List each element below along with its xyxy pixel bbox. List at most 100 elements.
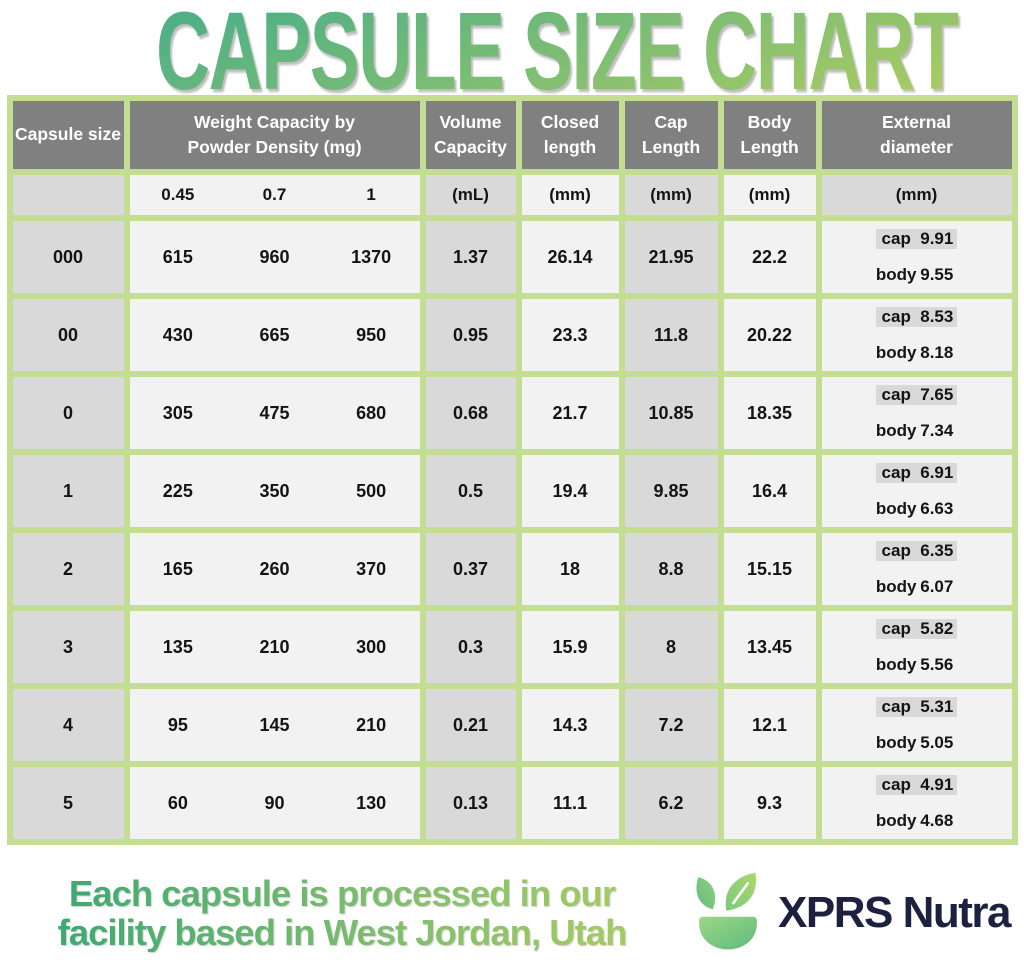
external-cap-row: cap 5.82: [875, 619, 958, 639]
cap-length-cell: 11.8: [624, 299, 718, 371]
cap-label: cap: [881, 619, 911, 638]
weight-capacity-cell: 225 350 500: [129, 455, 420, 527]
cap-label: cap: [881, 541, 911, 560]
body-label: body: [875, 577, 917, 596]
density-1-label: 1: [366, 185, 376, 204]
page-title: CAPSULE SIZE CHART: [155, 0, 959, 114]
cap-label: cap: [881, 697, 911, 716]
weight-capacity-cell: 615 960 1370: [129, 221, 420, 293]
cap-length-cell: 9.85: [624, 455, 718, 527]
body-diameter-value: 9.55: [920, 265, 954, 284]
capsule-size-cell: 000: [12, 221, 124, 293]
weight-045-value: 615: [162, 246, 193, 267]
external-diameter-cell: cap 5.31 body 5.05: [821, 689, 1012, 761]
closed-length-cell: 11.1: [521, 767, 619, 839]
closed-length-cell: 26.14: [521, 221, 619, 293]
weight-capacity-cell: 135 210 300: [129, 611, 420, 683]
brand-logo: XPRS Nutra: [666, 871, 1011, 955]
weight-1-value: 950: [356, 324, 387, 345]
cap-diameter-value: 6.91: [920, 463, 954, 482]
tagline-line2: facility based in West Jordan, Utah: [57, 912, 627, 953]
closed-length-cell: 19.4: [521, 455, 619, 527]
density-headers-cell: 0.45 0.7 1: [129, 175, 420, 215]
density-07-label: 0.7: [262, 185, 287, 204]
unit-body-length: (mm): [723, 175, 816, 215]
cap-diameter-value: 4.91: [920, 775, 954, 794]
weight-1-value: 680: [356, 402, 387, 423]
external-diameter-cell: cap 4.91 body 4.68: [821, 767, 1012, 839]
header-capsule-size: Capsule size: [12, 101, 124, 169]
volume-capacity-cell: 0.13: [425, 767, 516, 839]
header-external-diameter: External diameter: [821, 101, 1012, 169]
capsule-size-cell: 1: [12, 455, 124, 527]
weight-capacity-cell: 305 475 680: [129, 377, 420, 449]
weight-capacity-cell: 430 665 950: [129, 299, 420, 371]
cap-length-cell: 21.95: [624, 221, 718, 293]
weight-1-value: 370: [356, 558, 387, 579]
cap-diameter-value: 5.82: [920, 619, 954, 638]
capsule-size-table: Capsule size Weight Capacity by Powder D…: [6, 95, 1018, 845]
closed-length-cell: 14.3: [521, 689, 619, 761]
external-cap-row: cap 4.91: [875, 775, 958, 795]
header-cap-length: Cap Length: [624, 101, 718, 169]
volume-capacity-cell: 0.37: [425, 533, 516, 605]
cap-length-cell: 6.2: [624, 767, 718, 839]
unit-external-diameter: (mm): [821, 175, 1012, 215]
body-label: body: [875, 733, 917, 752]
external-diameter-cell: cap 9.91 body 9.55: [821, 221, 1012, 293]
unit-closed-length: (mm): [521, 175, 619, 215]
body-diameter-value: 5.05: [920, 733, 954, 752]
body-diameter-value: 6.07: [920, 577, 954, 596]
weight-07-value: 475: [259, 402, 290, 423]
external-diameter-cell: cap 5.82 body 5.56: [821, 611, 1012, 683]
external-diameter-cell: cap 6.35 body 6.07: [821, 533, 1012, 605]
footer: Each capsule is processed in our facilit…: [0, 871, 1024, 955]
weight-capacity-cell: 95 145 210: [129, 689, 420, 761]
external-diameter-cell: cap 8.53 body 8.18: [821, 299, 1012, 371]
body-diameter-value: 4.68: [920, 811, 954, 830]
closed-length-cell: 23.3: [521, 299, 619, 371]
weight-045-value: 305: [162, 402, 193, 423]
weight-1-value: 500: [356, 480, 387, 501]
external-body-row: body 5.05: [875, 733, 958, 753]
body-diameter-value: 6.63: [920, 499, 954, 518]
weight-07-value: 90: [264, 792, 285, 813]
capsule-size-cell: 5: [12, 767, 124, 839]
capsule-size-cell: 3: [12, 611, 124, 683]
body-label: body: [875, 265, 917, 284]
body-diameter-value: 8.18: [920, 343, 954, 362]
closed-length-cell: 21.7: [521, 377, 619, 449]
capsule-size-cell: 4: [12, 689, 124, 761]
volume-capacity-cell: 0.21: [425, 689, 516, 761]
weight-07-value: 210: [259, 636, 290, 657]
external-body-row: body 6.07: [875, 577, 958, 597]
weight-045-value: 135: [162, 636, 193, 657]
plant-pot-icon: [696, 872, 757, 950]
cap-diameter-value: 5.31: [920, 697, 954, 716]
cap-label: cap: [881, 385, 911, 404]
unit-volume-capacity: (mL): [425, 175, 516, 215]
capsule-size-cell: 00: [12, 299, 124, 371]
tagline-line1: Each capsule is processed in our: [68, 872, 616, 914]
body-diameter-value: 7.34: [920, 421, 954, 440]
body-length-cell: 13.45: [723, 611, 816, 683]
weight-capacity-cell: 165 260 370: [129, 533, 420, 605]
header-closed-length: Closed length: [521, 101, 619, 169]
external-body-row: body 4.68: [875, 811, 958, 831]
unit-cap-length: (mm): [624, 175, 718, 215]
header-weight-capacity: Weight Capacity by Powder Density (mg): [129, 101, 420, 169]
body-length-cell: 15.15: [723, 533, 816, 605]
external-cap-row: cap 6.91: [875, 463, 958, 483]
cap-length-cell: 8.8: [624, 533, 718, 605]
volume-capacity-cell: 0.95: [425, 299, 516, 371]
weight-07-value: 350: [259, 480, 290, 501]
external-cap-row: cap 9.91: [875, 229, 958, 249]
header-volume-capacity: Volume Capacity: [425, 101, 516, 169]
external-body-row: body 9.55: [875, 265, 958, 285]
cap-label: cap: [881, 307, 911, 326]
header-body-length: Body Length: [723, 101, 816, 169]
body-length-cell: 12.1: [723, 689, 816, 761]
capsule-size-cell: 2: [12, 533, 124, 605]
weight-1-value: 130: [356, 792, 387, 813]
cap-diameter-value: 9.91: [920, 229, 954, 248]
